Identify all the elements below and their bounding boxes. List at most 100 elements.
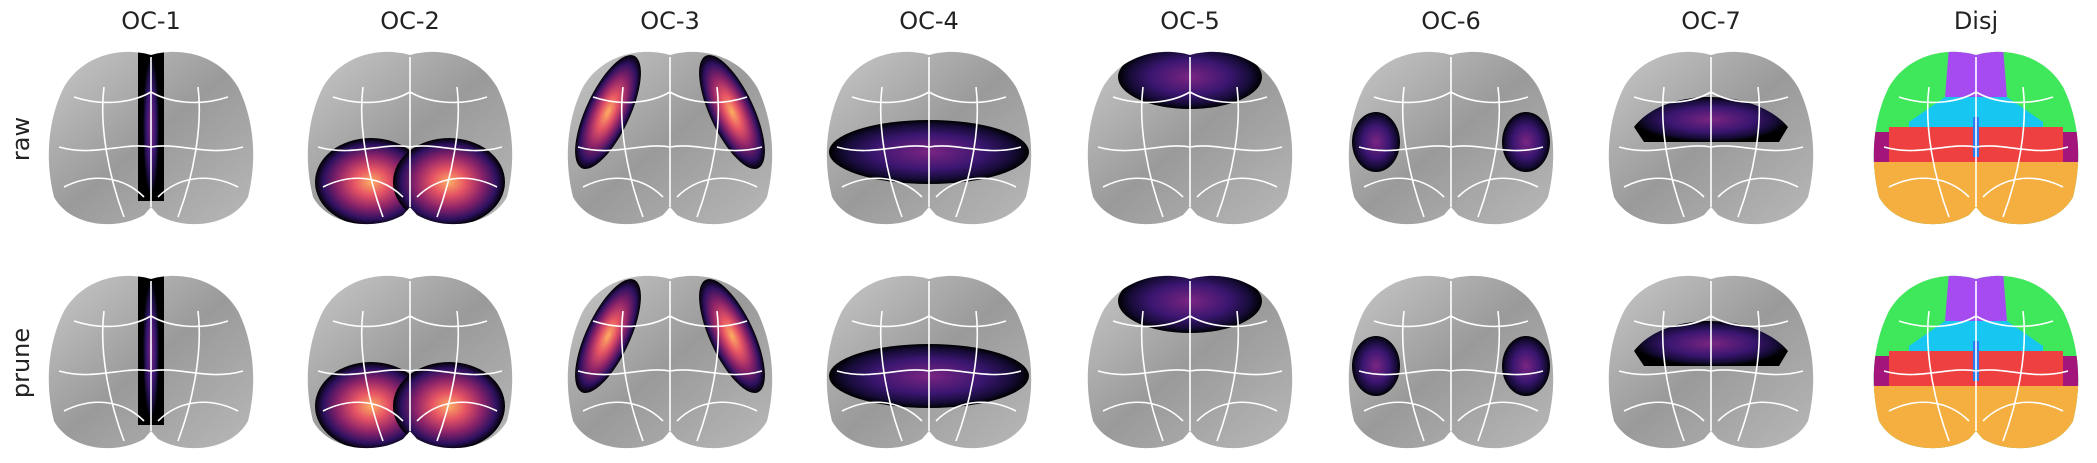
activation [1352,112,1400,172]
area-borders [1358,281,1544,442]
area-border [2002,86,2026,218]
area-border [1102,401,1184,422]
area-border [841,401,923,422]
area-border [101,310,125,442]
brain-panel [1873,275,2079,449]
brain-panel [1873,51,2079,225]
area-border [2002,310,2026,442]
area-border [1373,315,1529,328]
area-border [157,401,239,422]
area-border [836,145,1022,152]
area-border [1926,310,1950,442]
area-border [1112,91,1268,104]
area-border [58,145,244,152]
overlay [315,362,505,449]
overlay [575,55,765,169]
area-border [1196,401,1278,422]
area-border [1982,177,2064,198]
area-border [1623,401,1705,422]
area-border [577,145,763,152]
column-title: OC-6 [1421,7,1481,35]
area-border [1140,310,1164,442]
area-border [416,177,498,198]
area-border [73,315,229,328]
overlay [575,279,765,393]
area-border [1633,91,1789,104]
area-border [157,177,239,198]
area-border [1196,177,1278,198]
area-border [620,310,644,442]
area-border [1898,91,2054,104]
brain-panel [1608,51,1814,225]
area-border [177,310,201,442]
area-border [1216,310,1240,442]
area-border [1888,177,1970,198]
area-border [322,177,404,198]
area-border [935,401,1017,422]
brain-panel [567,51,773,225]
area-border [696,86,720,218]
brain-panel [48,275,254,449]
area-border [620,86,644,218]
area-border [1457,177,1539,198]
area-borders [577,57,763,218]
column-title: OC-5 [1160,7,1220,35]
area-border [360,86,384,218]
area-border [1926,86,1950,218]
area-borders [58,281,244,442]
area-border [955,310,979,442]
column-title: OC-3 [640,7,700,35]
area-borders [836,281,1022,442]
brain-panel [1348,51,1554,225]
area-borders [1618,281,1804,442]
area-borders [1883,57,2069,218]
area-border [360,310,384,442]
area-border [1737,310,1761,442]
area-border [1112,315,1268,328]
area-border [696,310,720,442]
column-title: OC-1 [121,7,181,35]
activation [1352,336,1400,396]
area-borders [317,57,503,218]
column-title: OC-4 [899,7,959,35]
area-border [1216,86,1240,218]
area-border [63,401,145,422]
area-border [841,177,923,198]
area-border [177,86,201,218]
area-border [1883,369,2069,376]
activation [1502,336,1550,396]
brain-panel [48,51,254,225]
area-borders [1618,57,1804,218]
column-title: OC-7 [1681,7,1741,35]
row-label: prune [7,328,35,398]
area-border [1102,177,1184,198]
area-border [851,315,1007,328]
area-border [332,91,488,104]
activation [699,55,765,169]
area-border [676,177,758,198]
area-border [332,315,488,328]
area-border [1633,315,1789,328]
area-borders [317,281,503,442]
area-border [592,315,748,328]
area-border [1618,369,1804,376]
area-border [1623,177,1705,198]
area-border [1358,369,1544,376]
area-border [1097,369,1283,376]
area-border [836,369,1022,376]
overlay [315,138,505,225]
area-border [879,310,903,442]
brain-panel [826,51,1032,225]
column-title: OC-2 [380,7,440,35]
area-borders [577,281,763,442]
brain-panel [307,51,513,225]
area-border [1618,145,1804,152]
area-border [1401,86,1425,218]
brain-panel [1348,275,1554,449]
brain-panel [1608,275,1814,449]
brain-panel [567,275,773,449]
area-border [1477,86,1501,218]
area-border [1373,91,1529,104]
area-border [1358,145,1544,152]
